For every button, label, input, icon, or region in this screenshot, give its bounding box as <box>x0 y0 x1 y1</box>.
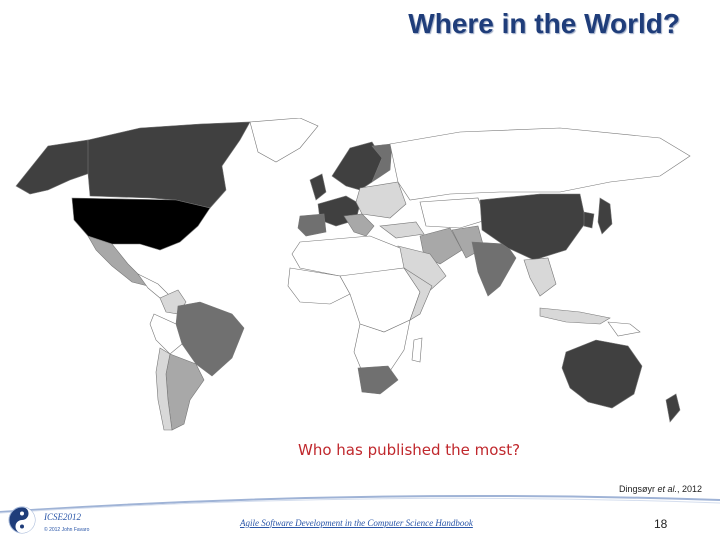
citation-year: , 2012 <box>676 484 702 494</box>
region-turkey <box>379 221 425 239</box>
yin-yang-logo <box>8 506 36 534</box>
slide-title: Where in the World? <box>408 8 680 39</box>
region-indonesia <box>539 307 611 325</box>
region-central-america <box>137 273 171 299</box>
citation-author: Dingsøyr <box>618 484 658 494</box>
citation: Dingsøyr et al., 2012 <box>619 484 702 494</box>
footer-conference: ICSE2012 <box>44 512 81 522</box>
region-greenland <box>249 118 319 163</box>
region-japan <box>597 197 613 235</box>
region-uk <box>309 173 327 201</box>
region-new-zealand <box>665 393 681 423</box>
region-iberia <box>297 213 327 237</box>
region-china <box>479 193 587 261</box>
region-chile <box>155 347 173 431</box>
region-canada <box>87 121 251 209</box>
region-india <box>471 241 517 297</box>
world-map <box>15 118 691 431</box>
region-central-asia <box>419 197 487 229</box>
page-number: 18 <box>654 517 668 531</box>
citation-etal: et al. <box>657 484 677 494</box>
region-korea <box>583 211 595 229</box>
region-madagascar <box>411 337 423 363</box>
footer-book-link[interactable]: Agile Software Development in the Comput… <box>240 518 473 528</box>
region-south-africa <box>357 365 399 395</box>
footer-rule <box>0 495 720 514</box>
region-australia <box>561 339 643 409</box>
region-eastern-europe <box>355 181 407 219</box>
region-usa <box>71 197 211 251</box>
question-text: Who has published the most? <box>298 441 521 459</box>
region-russia <box>389 127 691 201</box>
region-southern-africa <box>353 319 411 377</box>
region-alaska <box>15 139 91 195</box>
footer-copyright: © 2012 John Favaro <box>44 527 90 533</box>
region-new-guinea <box>607 321 641 337</box>
region-east-africa <box>403 267 433 321</box>
region-southeast-asia <box>523 257 557 297</box>
region-italy-balkans <box>343 213 375 237</box>
